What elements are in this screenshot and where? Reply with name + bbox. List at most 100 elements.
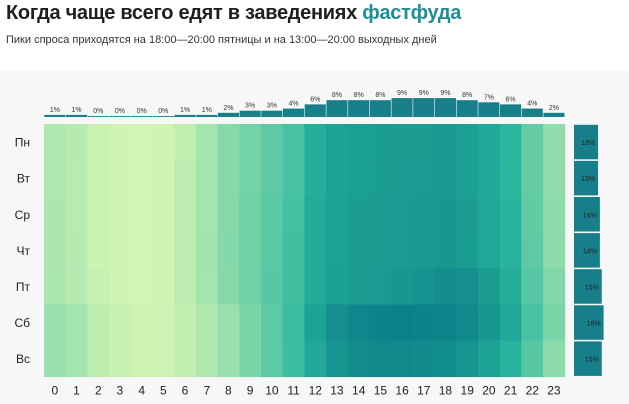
hour-label: 0	[52, 384, 59, 398]
heatmap-cell	[326, 268, 349, 305]
heatmap-cell	[44, 196, 67, 233]
heatmap-cell	[130, 160, 153, 197]
heatmap-cell	[499, 196, 522, 233]
heatmap-cell	[87, 304, 110, 341]
hour-label: 10	[265, 384, 279, 398]
hour-share-bar	[196, 114, 218, 117]
hour-share-bar	[87, 116, 109, 117]
hour-share-bar	[456, 100, 478, 117]
hour-share-bar	[239, 110, 261, 117]
heatmap-cell	[326, 340, 349, 378]
heatmap-cell	[65, 196, 88, 233]
heatmap-cell	[412, 232, 435, 269]
heatmap-cell	[261, 268, 284, 305]
heatmap-cell	[174, 232, 197, 269]
heatmap-cell	[434, 340, 457, 378]
heatmap-cell	[521, 232, 544, 269]
heatmap-cell	[174, 268, 197, 305]
heatmap-cell	[109, 304, 132, 341]
heatmap-cell	[152, 340, 175, 378]
heatmap-cell	[65, 304, 88, 341]
heatmap-cell	[304, 160, 327, 197]
hour-label: 15	[374, 384, 388, 398]
hour-label: 1	[73, 384, 80, 398]
heatmap-cell	[44, 304, 67, 341]
heatmap-cell	[543, 160, 566, 197]
hour-share-bar	[369, 100, 391, 117]
heatmap-cell	[65, 268, 88, 305]
hour-share-label: 1%	[180, 107, 190, 114]
hour-share-bar	[413, 98, 435, 117]
heatmap-cell	[239, 304, 262, 341]
heatmap-cell	[347, 340, 370, 378]
heatmap-cell	[391, 196, 414, 233]
heatmap-cell	[478, 232, 501, 269]
heatmap-cell	[87, 196, 110, 233]
day-label: Ср	[15, 208, 31, 222]
hour-label: 8	[225, 384, 232, 398]
hour-label: 9	[247, 384, 254, 398]
heatmap-cell	[195, 196, 218, 233]
heatmap-cell	[326, 304, 349, 341]
heatmap-cell	[195, 232, 218, 269]
heatmap-cell	[109, 160, 132, 197]
hour-share-label: 9%	[440, 90, 450, 97]
heatmap-cell	[195, 268, 218, 305]
chart-panel: Пн Вт Ср Чт Пт Сб Вс 0 1 2 3 4 5 6 7 8 9 10 11 12 13 14 15 16 17…	[0, 70, 629, 404]
heatmap-cell	[87, 268, 110, 305]
heatmap-cell	[174, 124, 197, 161]
hour-label: 13	[330, 384, 344, 398]
hour-share-label: 0%	[115, 108, 125, 115]
day-share-label: 15%	[585, 285, 599, 292]
hour-share-label: 6%	[506, 96, 516, 103]
heatmap-cell	[326, 196, 349, 233]
heatmap-cell	[87, 340, 110, 378]
heatmap-cell	[369, 124, 392, 161]
heatmap-cell	[434, 160, 457, 197]
heatmap-cell	[109, 124, 132, 161]
hour-label: 16	[395, 384, 409, 398]
hour-share-label: 6%	[310, 96, 320, 103]
heatmap-cell	[347, 196, 370, 233]
heatmap-cell	[195, 304, 218, 341]
heatmap-cell	[478, 340, 501, 378]
hour-share-bar	[109, 116, 131, 117]
heatmap-cell	[543, 196, 566, 233]
heatmap-cell	[543, 340, 566, 378]
heatmap-cell	[412, 160, 435, 197]
day-share-bar	[574, 269, 602, 304]
heatmap-cell	[521, 304, 544, 341]
heatmap-cell	[282, 268, 305, 305]
chart-title-main: Когда чаще всего едят в заведениях	[6, 2, 357, 24]
heatmap-cell	[239, 124, 262, 161]
hour-label: 20	[482, 384, 496, 398]
heatmap-cell	[261, 160, 284, 197]
heatmap-cell	[369, 196, 392, 233]
heatmap-cell	[44, 268, 67, 305]
hour-share-bar	[326, 100, 348, 117]
heatmap-cell	[195, 160, 218, 197]
heatmap-cell	[174, 196, 197, 233]
hour-share-label: 2%	[223, 105, 233, 112]
heatmap-cell	[87, 160, 110, 197]
heatmap-cell	[304, 304, 327, 341]
heatmap-cell	[456, 232, 479, 269]
heatmap-cell	[369, 232, 392, 269]
heatmap-cell	[304, 340, 327, 378]
heatmap-cell	[282, 340, 305, 378]
heatmap-cell	[369, 268, 392, 305]
hour-share-bar	[217, 112, 239, 117]
heatmap-cell	[65, 232, 88, 269]
heatmap-cell	[304, 124, 327, 161]
heatmap-cell	[456, 124, 479, 161]
hour-label: 19	[461, 384, 475, 398]
hour-label: 7	[203, 384, 210, 398]
hour-share-label: 0%	[93, 108, 103, 115]
heatmap-cell	[543, 304, 566, 341]
hour-share-bar	[500, 104, 522, 117]
heatmap-cell	[499, 340, 522, 378]
heatmap-cell	[369, 304, 392, 341]
hour-label: 17	[417, 384, 431, 398]
heatmap-cell	[174, 340, 197, 378]
hour-share-label: 1%	[202, 107, 212, 114]
